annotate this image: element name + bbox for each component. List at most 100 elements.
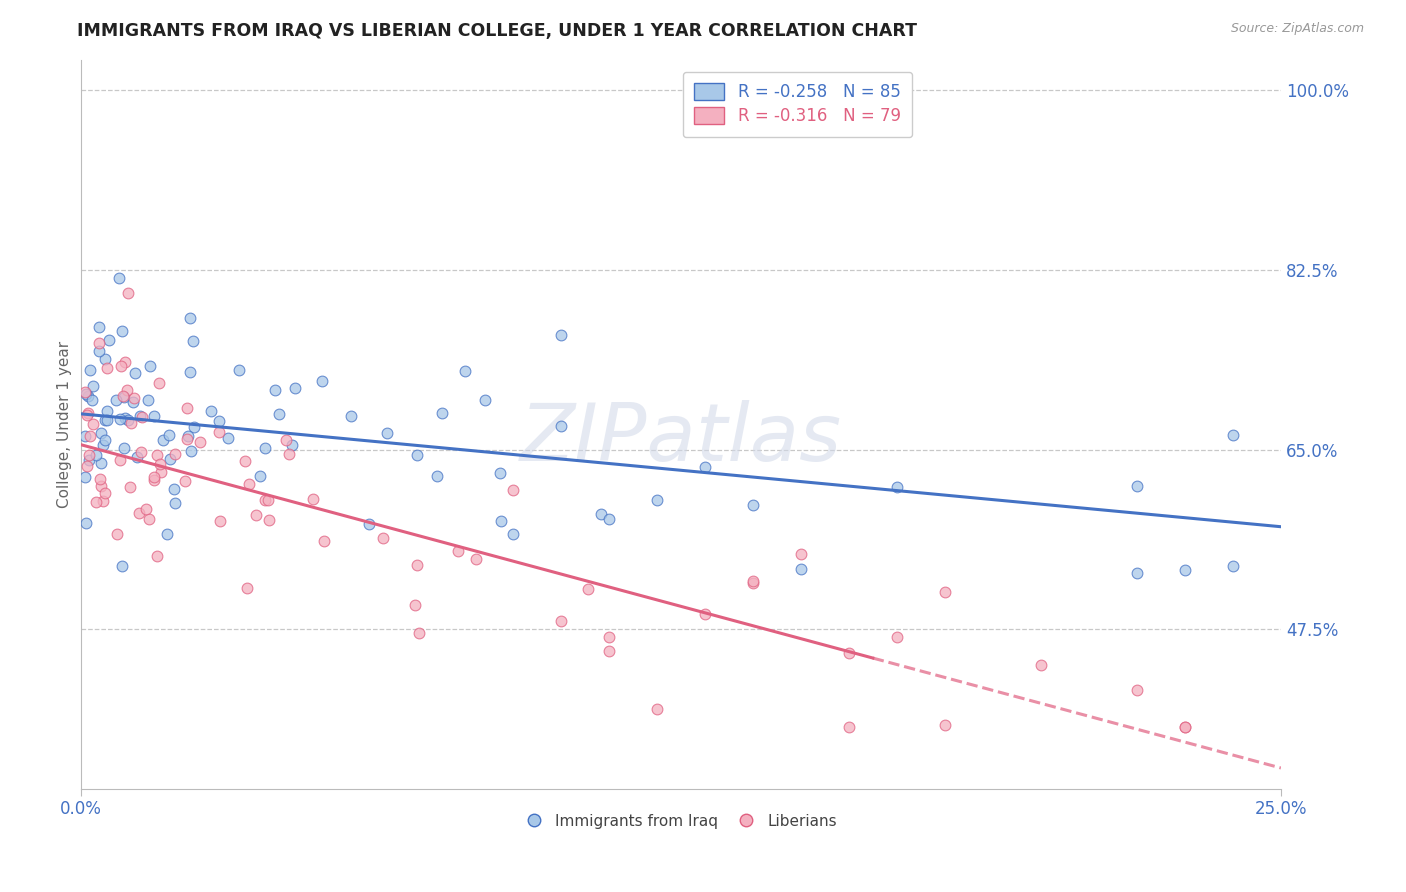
Point [179,310,201,325]
Point [84,448,107,462]
Point [447,544,470,558]
Point [208,514,231,528]
Point [79,363,101,377]
Point [254,441,277,455]
Point [96,404,118,418]
Point [174,474,197,488]
Point [264,383,287,397]
Point [408,626,430,640]
Point [340,409,363,424]
Point [135,502,157,516]
Point [693,459,716,474]
Point [143,469,166,483]
Point [302,491,325,506]
Point [550,418,572,433]
Point [488,466,510,480]
Point [183,419,205,434]
Point [645,702,668,716]
Point [838,720,860,734]
Point [152,433,174,447]
Point [489,514,512,528]
Point [188,434,211,449]
Point [79,429,101,443]
Point [76,389,98,403]
Point [465,551,488,566]
Point [177,429,200,443]
Point [165,447,187,461]
Point [404,598,426,612]
Point [257,513,280,527]
Point [453,364,475,378]
Point [156,527,179,541]
Point [1126,566,1149,581]
Point [94,352,117,367]
Point [159,451,181,466]
Point [112,441,135,455]
Point [80,393,103,408]
Point [91,438,114,452]
Point [233,454,256,468]
Point [741,575,763,590]
Point [138,392,160,407]
Point [148,376,170,390]
Point [120,416,142,430]
Point [94,433,117,447]
Point [76,459,98,474]
Point [934,718,956,732]
Point [181,334,204,348]
Point [122,391,145,405]
Point [87,320,110,334]
Point [96,360,118,375]
Point [90,456,112,470]
Point [112,389,135,403]
Point [208,425,231,439]
Point [138,512,160,526]
Point [790,547,813,561]
Point [693,607,716,621]
Point [589,507,612,521]
Point [87,343,110,358]
Point [179,365,201,379]
Point [274,434,297,448]
Point [107,271,129,285]
Point [278,447,301,461]
Point [117,286,139,301]
Point [98,333,121,347]
Point [176,401,198,415]
Point [90,479,112,493]
Point [267,407,290,421]
Point [114,355,136,369]
Point [89,473,111,487]
Point [165,496,187,510]
Point [107,527,129,541]
Point [790,562,813,576]
Point [1174,720,1197,734]
Point [1222,427,1244,442]
Point [838,646,860,660]
Point [357,516,380,531]
Point [84,494,107,508]
Point [91,494,114,508]
Point [75,429,97,443]
Point [598,512,620,526]
Point [256,493,278,508]
Point [474,393,496,408]
Point [550,614,572,628]
Point [176,432,198,446]
Point [311,375,333,389]
Point [143,473,166,487]
Point [90,426,112,441]
Point [238,477,260,491]
Point [112,391,135,405]
Point [741,499,763,513]
Point [375,425,398,440]
Point [150,465,173,479]
Point [157,428,180,442]
Point [934,584,956,599]
Point [373,531,395,545]
Point [217,431,239,445]
Point [598,630,620,644]
Point [117,413,139,427]
Point [645,493,668,508]
Point [77,453,100,467]
